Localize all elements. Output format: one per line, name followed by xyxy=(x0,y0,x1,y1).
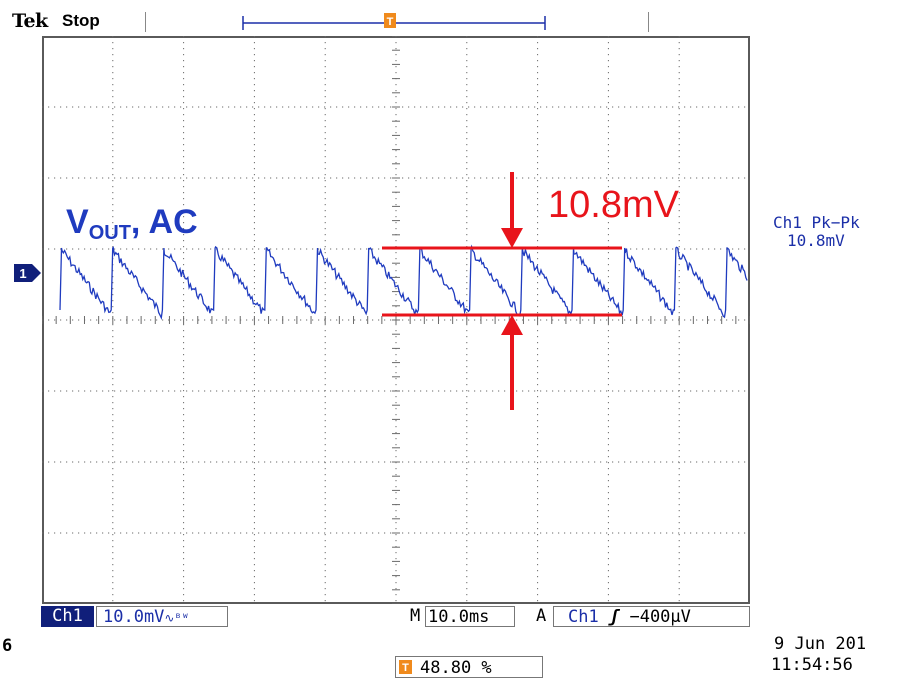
timebase-prefix: M xyxy=(410,606,421,626)
ripple-marker-lines xyxy=(382,172,622,410)
coupling-bw-icon: ∿ᴮᵂ xyxy=(164,611,189,625)
ch1-waveform xyxy=(59,244,748,321)
timebase-value[interactable]: 10.0ms xyxy=(425,606,515,627)
trigger-source: Ch1 xyxy=(568,607,599,627)
brand-logo: Tek xyxy=(12,10,48,32)
trigger-position-icon: T xyxy=(384,13,396,28)
trigger-level: −400µV xyxy=(629,607,691,627)
header-divider xyxy=(145,12,146,32)
trigger-settings[interactable]: Ch1 ʃ −400µV xyxy=(553,606,750,627)
channel-1-marker-icon[interactable]: 1 xyxy=(14,263,42,283)
channel-badge[interactable]: Ch1 xyxy=(41,606,94,627)
trace-label-main: V xyxy=(66,203,89,241)
trace-label-sub: OUT xyxy=(88,222,131,244)
header-divider xyxy=(648,12,649,32)
channel-marker-label: 1 xyxy=(19,266,26,281)
footer-number: 6 xyxy=(2,636,13,656)
svg-text:T: T xyxy=(387,16,394,28)
rising-edge-icon: ʃ xyxy=(608,607,620,627)
trace-label-suffix: , AC xyxy=(130,203,198,241)
date-readout: 9 Jun 201 xyxy=(774,634,867,654)
scale-value: 10.0mV xyxy=(103,607,165,627)
trigger-position-small-icon: T xyxy=(399,660,412,674)
trigger-mode: A xyxy=(536,606,547,626)
measurement-title: Ch1 Pk−Pk xyxy=(773,213,860,232)
graticule xyxy=(42,36,750,604)
ripple-annotation: 10.8mV xyxy=(548,184,679,226)
time-readout: 11:54:56 xyxy=(771,655,853,675)
waveform-canvas xyxy=(42,36,750,604)
vertical-scale[interactable]: 10.0mV∿ᴮᵂ xyxy=(96,606,228,627)
trigger-position-readout[interactable]: 48.80 % xyxy=(395,656,543,678)
measurement-value: 10.8mV xyxy=(787,231,845,250)
svg-text:T: T xyxy=(402,662,409,674)
acquisition-state: Stop xyxy=(62,11,100,30)
trace-label: VOUT, AC xyxy=(66,203,198,245)
